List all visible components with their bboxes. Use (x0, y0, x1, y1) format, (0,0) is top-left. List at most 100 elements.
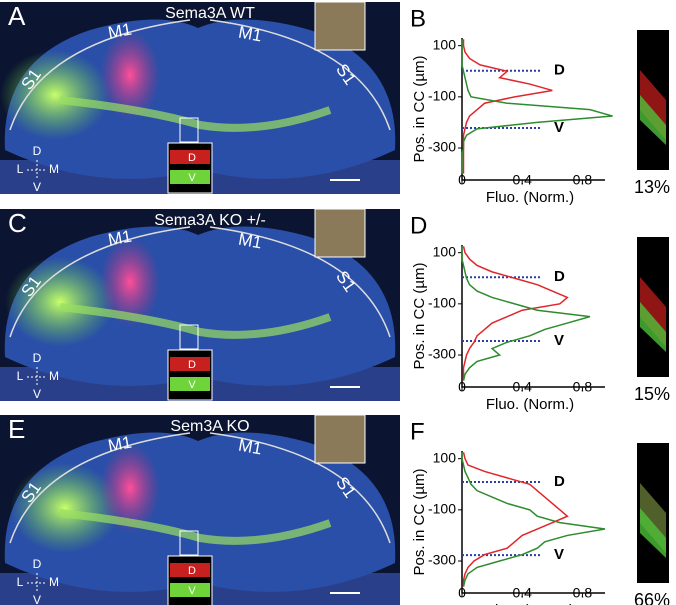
compass-label: M (49, 575, 59, 589)
region-label: M1 (107, 227, 134, 250)
panel-title: Sema3A WT (165, 5, 255, 22)
boundary-label: D (554, 268, 565, 285)
profile-line (461, 39, 613, 174)
panel-letter: A (8, 1, 26, 31)
inset-label: D (188, 359, 196, 371)
arc (9, 432, 391, 544)
axon-tract (59, 96, 332, 132)
x-tick-label: 0 (458, 585, 466, 601)
x-axis-label: Fluo. (Norm.) (486, 396, 574, 413)
inset-label: V (188, 379, 196, 391)
region-label: M1 (237, 436, 264, 459)
red-label (100, 30, 160, 120)
inset-green (170, 170, 210, 184)
inset-red (170, 563, 210, 577)
x-tick-label: 0.4 (512, 172, 532, 188)
compass (27, 573, 47, 593)
boundary-label: V (554, 332, 564, 349)
inset-label: V (188, 585, 196, 597)
panel-title: Sem3A KO (170, 418, 249, 435)
boundary-label: D (554, 473, 565, 490)
x-tick-label: 0.8 (573, 379, 593, 395)
y-tick-label: -300 (428, 346, 456, 362)
y-axis-label: Pos. in CC (µm) (411, 263, 428, 370)
percent-label: 66% (634, 590, 670, 605)
thumb (314, 414, 366, 464)
profile-line (461, 246, 591, 381)
red-label (100, 443, 160, 533)
compass-label: M (49, 162, 59, 176)
y-tick-label: 100 (433, 449, 457, 465)
inset-green (170, 583, 210, 597)
cc-signal-green (640, 302, 666, 352)
x-tick-label: 0.4 (512, 379, 532, 395)
thumb (314, 1, 366, 51)
axon-tract (59, 509, 332, 545)
panel-letter: D (410, 212, 427, 239)
boundary-label: V (554, 546, 564, 563)
red-label (100, 237, 160, 327)
compass-label: V (33, 387, 41, 401)
compass-label: V (33, 593, 41, 605)
panel-letter: B (410, 5, 426, 32)
compass (27, 367, 47, 387)
percent-label: 13% (634, 177, 670, 197)
axes (461, 451, 605, 594)
roi (179, 324, 199, 350)
panel-title: Sema3A KO +/- (154, 212, 266, 229)
region-label: M1 (237, 230, 264, 253)
roi (179, 117, 199, 143)
panel-letter: C (8, 208, 27, 238)
chart: B Pos. in CC (µm) Fluo. (Norm.) 100 -100 -300… (410, 5, 613, 206)
compass-label: L (17, 162, 24, 176)
x-axis-label: Fluo. (Norm.) (486, 189, 574, 206)
y-tick-label: -300 (428, 552, 456, 568)
boundary-label: V (554, 119, 564, 136)
y-tick-label: -100 (428, 295, 456, 311)
x-tick-label: 0.8 (573, 585, 593, 601)
roi (179, 530, 199, 556)
y-tick-label: -100 (428, 88, 456, 104)
compass (27, 160, 47, 180)
green-label (0, 50, 110, 140)
region-label: M1 (107, 20, 134, 43)
x-tick-label: 0 (458, 379, 466, 395)
inset-red (170, 357, 210, 371)
y-tick-label: 100 (433, 36, 457, 52)
profile-line (462, 452, 569, 587)
compass-label: D (33, 144, 42, 158)
profile-line (461, 452, 606, 587)
compass-label: L (17, 369, 24, 383)
boundary-label: D (554, 62, 565, 79)
compass-label: D (33, 557, 42, 571)
arc (9, 19, 391, 131)
chart: F Pos. in CC (µm) Fluo. (Norm.) 100 -100 -300… (410, 418, 606, 605)
compass-label: M (49, 369, 59, 383)
cc-signal-green (640, 95, 666, 145)
region-label: M1 (107, 433, 134, 456)
region-label: M1 (237, 23, 264, 46)
x-axis-label: Fluo. (Norm.) (486, 602, 574, 605)
cc-signal-green (640, 508, 666, 558)
thumb (314, 208, 366, 258)
y-tick-label: -300 (428, 139, 456, 155)
x-tick-label: 0.4 (512, 585, 532, 601)
inset-green (170, 377, 210, 391)
inset-label: D (188, 565, 196, 577)
compass-label: L (17, 575, 24, 589)
profile-line (462, 246, 569, 381)
chart: D Pos. in CC (µm) Fluo. (Norm.) 100 -100 -300… (410, 212, 605, 413)
inset-label: V (188, 172, 196, 184)
y-axis-label: Pos. in CC (µm) (411, 56, 428, 163)
compass-label: V (33, 180, 41, 194)
panel-letter: F (410, 418, 425, 445)
y-axis-label: Pos. in CC (µm) (411, 469, 428, 576)
panel-letter: E (8, 414, 25, 444)
x-tick-label: 0.8 (573, 172, 593, 188)
inset-red (170, 150, 210, 164)
arc (9, 226, 391, 338)
